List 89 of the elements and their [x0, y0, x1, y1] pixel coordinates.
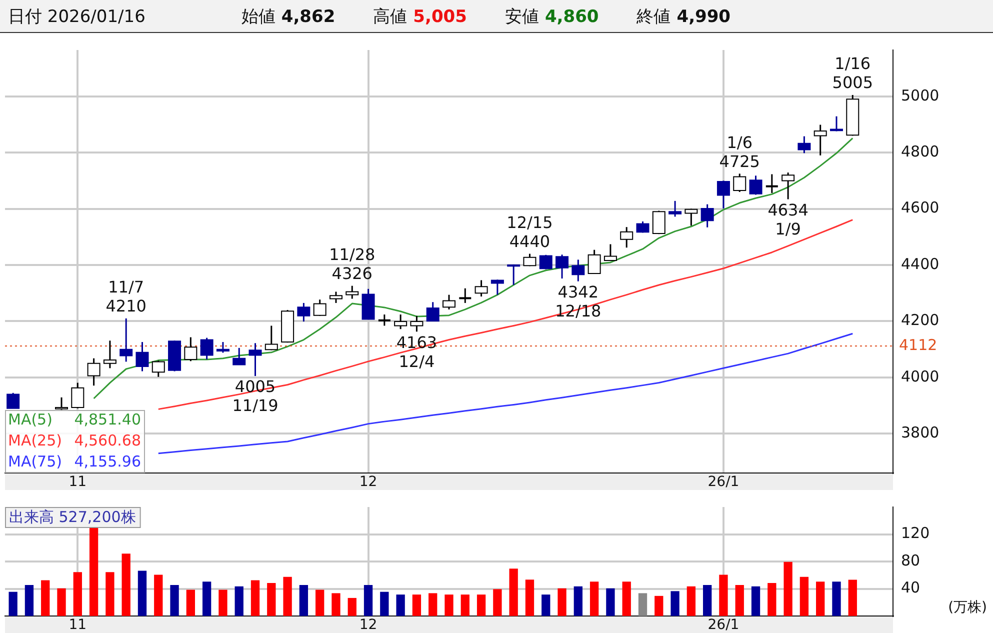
bar	[364, 585, 373, 616]
bar	[396, 594, 405, 616]
bar	[267, 582, 276, 616]
y-tick-label: 120	[901, 524, 930, 542]
bar	[348, 598, 356, 616]
y-tick-label: 4800	[901, 142, 940, 160]
bar	[460, 594, 470, 616]
series-label: MA(75) 4,155.96	[8, 452, 141, 470]
y-tick-label: 40	[901, 578, 920, 597]
bar	[654, 596, 664, 616]
bar	[154, 574, 163, 616]
bar	[638, 593, 648, 616]
bar	[525, 580, 534, 616]
text: 始値 4,862	[241, 6, 336, 28]
y-tick-label: 4600	[901, 198, 940, 217]
bar	[751, 586, 760, 616]
candlestick	[764, 173, 779, 194]
bar	[202, 582, 212, 616]
y-tick-label: 4200	[901, 311, 940, 330]
annotation: 12/15 4440	[506, 212, 553, 251]
bar	[476, 594, 486, 616]
x-tick-label: 12	[359, 474, 378, 490]
x-tick-label: 11	[68, 474, 87, 490]
bar	[670, 591, 680, 616]
bar	[800, 576, 809, 616]
chart-title: 日付 2026/01/16	[8, 6, 146, 28]
chart-title: 出来高 527,200株	[9, 508, 136, 526]
bar	[316, 590, 324, 616]
bar	[622, 582, 631, 616]
bar	[590, 582, 599, 616]
y-tick-label: 3800	[901, 424, 940, 442]
bar	[686, 586, 696, 616]
bar	[41, 580, 50, 616]
candlestick	[458, 288, 472, 304]
y-axis-title: (万株)	[948, 600, 987, 616]
bar	[89, 528, 98, 616]
bar	[816, 582, 825, 616]
bar	[57, 588, 66, 616]
bar	[106, 572, 114, 616]
annotation: 1/16 5005	[832, 54, 873, 92]
bar	[122, 554, 130, 616]
bar	[558, 588, 566, 616]
bar	[73, 572, 82, 616]
bar	[444, 594, 454, 616]
x-tick-label: 11	[68, 617, 87, 633]
bar	[234, 586, 244, 616]
bar	[735, 585, 744, 616]
bar	[703, 585, 712, 616]
text: MA(5) 4,851.40	[8, 410, 141, 428]
bar	[299, 585, 308, 616]
x-tick-label: 26/1	[708, 617, 740, 633]
annotation: 11/28 4326	[329, 244, 376, 283]
bar	[606, 588, 615, 616]
text: 高値 5,005	[373, 6, 467, 28]
text: 安値 4,860	[504, 6, 599, 28]
bar	[186, 590, 196, 616]
bar	[719, 574, 728, 616]
bar	[170, 585, 179, 616]
bar	[574, 586, 582, 616]
bar	[784, 562, 792, 616]
y-tick-label: 5000	[901, 86, 940, 104]
bar	[832, 582, 841, 616]
y-tick-label: 4400	[901, 254, 940, 273]
bar	[412, 594, 422, 616]
candlestick	[377, 314, 392, 326]
bar	[332, 593, 340, 616]
bar	[250, 580, 260, 616]
text: 終値 4,990	[636, 6, 731, 28]
annotation: 4634 1/9	[768, 200, 808, 238]
bar	[768, 582, 776, 616]
bar	[218, 590, 228, 616]
annotation: 11/7 4210	[106, 278, 146, 316]
bar	[542, 594, 550, 616]
bar	[848, 580, 857, 616]
series-label: MA(25) 4,560.68	[8, 431, 141, 450]
bar	[493, 589, 502, 616]
ref-line-label: 4112	[899, 336, 938, 354]
bar	[138, 570, 147, 616]
bar	[24, 585, 34, 616]
y-tick-label: 4000	[901, 367, 940, 386]
x-tick-label: 26/1	[708, 474, 740, 490]
bar	[380, 592, 389, 616]
bar	[509, 568, 518, 616]
y-tick-label: 80	[901, 551, 920, 570]
x-tick-label: 12	[359, 617, 378, 633]
bar	[428, 593, 438, 616]
bar	[8, 592, 18, 616]
bar	[283, 576, 292, 616]
annotation: 1/6 4725	[719, 132, 760, 171]
